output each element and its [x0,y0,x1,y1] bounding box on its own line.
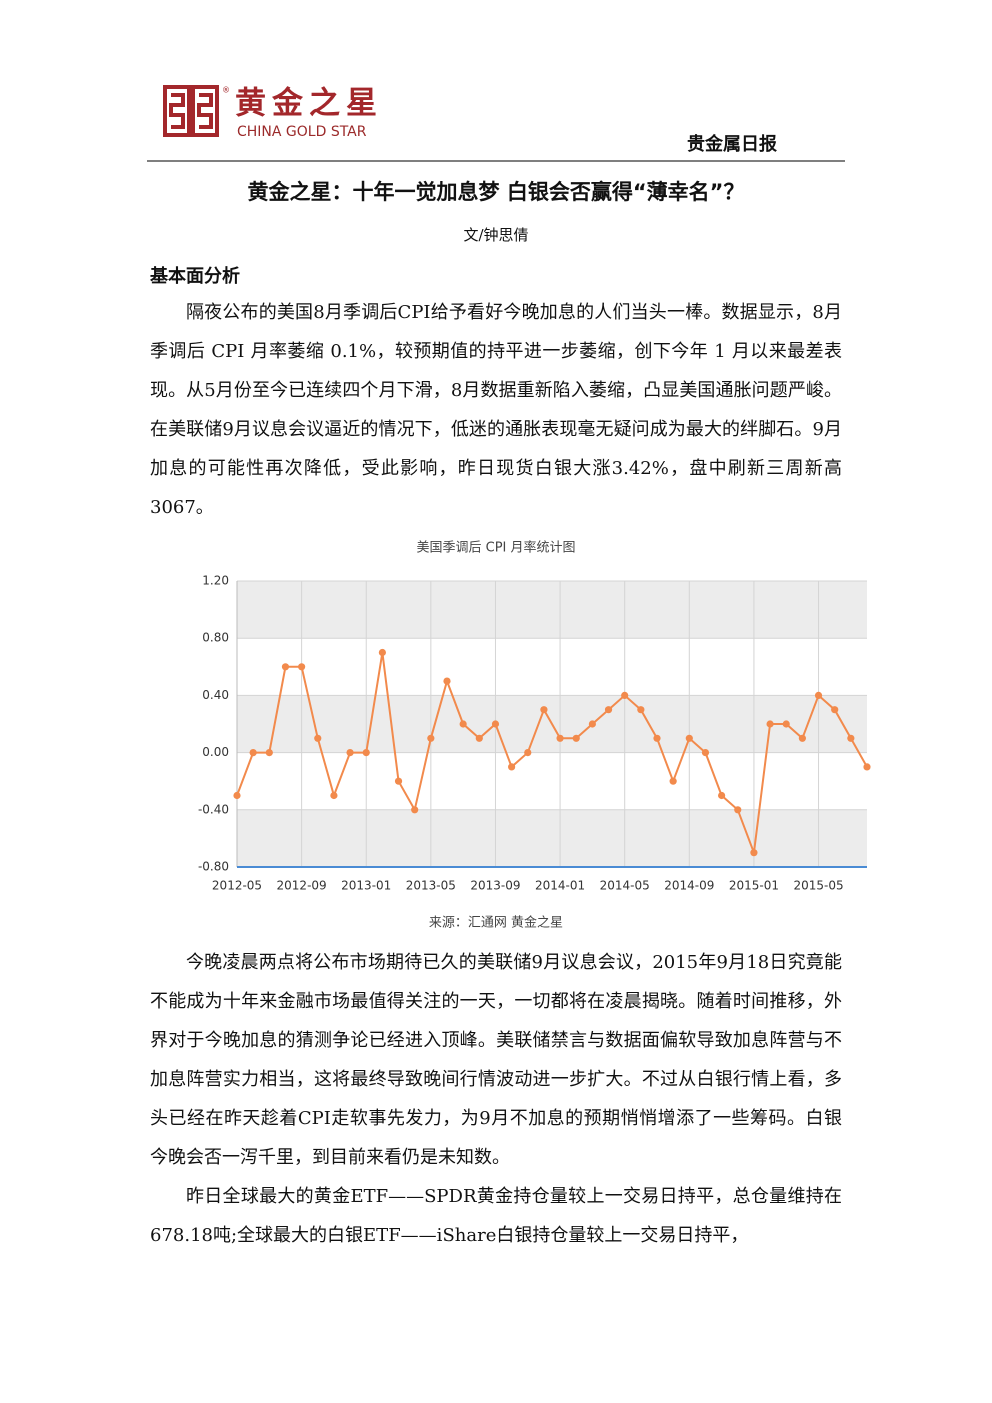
data-point [394,777,403,785]
logo-icon [163,85,219,137]
data-point [491,720,500,728]
data-point [298,663,306,671]
x-tick-label: 2014-05 [600,879,650,893]
data-point [556,734,564,742]
y-tick-label: 1.20 [202,574,229,588]
data-point [265,749,273,757]
article-title: 黄金之星：十年一觉加息梦 白银会否赢得“薄幸名”？ [247,180,745,204]
data-point [524,749,532,757]
y-tick-label: 0.40 [202,688,229,702]
y-tick-label: 0.00 [202,745,229,759]
data-point [831,706,839,714]
data-point [330,791,338,800]
x-tick-label: 2015-01 [729,879,779,893]
data-point [443,677,451,685]
data-point [814,691,823,700]
data-point [685,734,693,742]
data-point [233,791,241,800]
y-tick-label: -0.80 [198,860,229,874]
x-tick-label: 2014-01 [535,879,585,893]
data-point [411,806,419,814]
logo-registered: ® [222,86,230,95]
data-point [653,734,661,742]
data-point [540,706,548,714]
x-tick-label: 2012-09 [277,879,327,893]
chart: -0.80 -0.40 0.00 0.40 0.80 1.20 2012-05 2012-09… [198,574,871,893]
logo-en: CHINA GOLD STAR [237,124,367,140]
y-tick-label: 0.80 [202,631,229,645]
data-line [236,652,868,854]
y-tick-label: -0.40 [198,802,229,816]
data-point [249,749,257,757]
data-point [863,763,871,771]
data-point [314,734,322,742]
data-point [604,706,613,714]
data-point [427,734,435,742]
plot-band [237,752,867,810]
paragraph: 隔夜公布的美国8月季调后CPI给予看好今晚加息的人们当头一棒。数据显示，8月季调… [150,302,842,518]
paragraph: 昨日全球最大的黄金ETF——SPDR黄金持仓量较上一交易日持平，总仓量维持在67… [150,1186,842,1246]
data-point [508,763,516,771]
x-tick-label: 2013-01 [341,879,391,893]
data-point [459,720,467,728]
x-tick-label: 2012-05 [212,879,262,893]
x-tick-label: 2014-09 [664,879,714,893]
data-point [637,706,645,714]
data-point [701,749,710,757]
data-point [718,791,726,800]
data-point [362,749,370,757]
x-tick-label: 2015-05 [793,879,843,893]
data-point [734,806,742,814]
paragraph: 今晚凌晨两点将公布市场期待已久的美联储9月议息会议，2015年9月18日究竟能不… [150,952,842,1168]
data-point [669,777,677,785]
section-heading: 基本面分析 [150,266,240,287]
data-point [572,734,580,742]
x-tick-label: 2013-09 [470,879,520,893]
data-point [378,648,386,657]
data-point [588,720,596,728]
data-point [798,734,806,742]
data-point [621,691,629,700]
author: 文/钟思倩 [463,226,529,244]
data-point [782,720,790,728]
logo-cn: 黄金之星 [235,86,383,122]
plot-band [237,581,867,639]
data-point [847,734,855,742]
report-name: 贵金属日报 [687,133,777,155]
data-point [475,734,483,742]
data-point [750,849,758,857]
chart-title: 美国季调后 CPI 月率统计图 [416,540,575,556]
chart-source: 来源：汇通网 黄金之星 [429,915,563,931]
data-point [346,749,354,757]
x-tick-label: 2013-05 [406,879,456,893]
data-point [766,720,774,728]
plot-band [237,638,867,696]
data-point [281,663,290,671]
plot-band [237,809,867,867]
